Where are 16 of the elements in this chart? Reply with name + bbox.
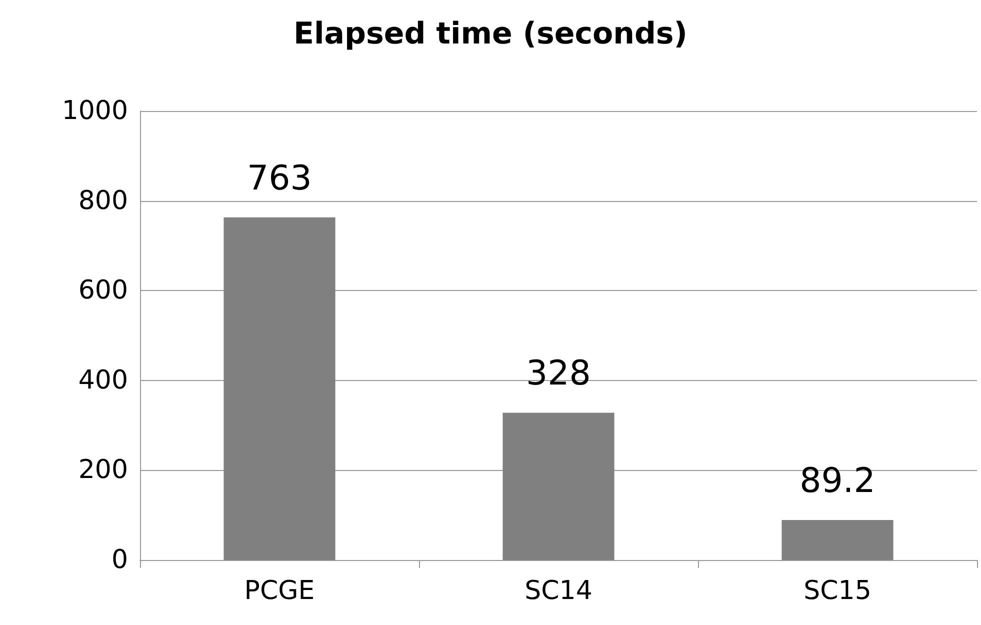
y-tick-label: 400 [78, 365, 128, 396]
y-tick-label: 600 [78, 276, 128, 306]
chart-title: Elapsed time (seconds) [294, 16, 688, 52]
y-tick-label: 200 [78, 455, 128, 486]
x-tick-label: SC14 [524, 576, 592, 606]
data-label: 763 [247, 158, 312, 198]
data-label: 89.2 [800, 460, 876, 501]
y-tick-label: 800 [78, 186, 128, 216]
x-tick-label: PCGE [244, 576, 315, 606]
y-tick-label: 0 [111, 545, 128, 575]
bar [782, 520, 894, 560]
bar [224, 217, 336, 560]
x-tick-label: SC15 [804, 576, 872, 606]
y-tick-label: 1000 [62, 96, 128, 126]
data-label: 328 [526, 354, 591, 394]
bar [502, 412, 614, 560]
